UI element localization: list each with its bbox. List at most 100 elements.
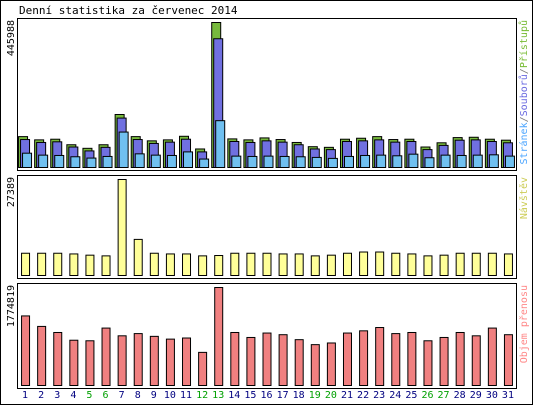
bar-Návštěv-11 [182, 253, 192, 276]
x-tick-label-31: 31 [502, 390, 514, 401]
bar-Objem přenosu-1 [21, 315, 31, 386]
bar-Objem přenosu-9 [149, 335, 159, 387]
bar-Objem přenosu-28 [455, 331, 465, 387]
bar-Návštěv-26 [423, 255, 433, 277]
bar-Objem přenosu-31 [503, 334, 513, 386]
bar-Stránek-21 [343, 155, 354, 169]
bar-Návštěv-27 [439, 254, 449, 276]
x-tick-label-29: 29 [470, 390, 482, 401]
hits-legend-part: / [519, 116, 530, 122]
hits-legend-part: Souborů [518, 74, 530, 116]
bar-Objem přenosu-14 [230, 331, 240, 387]
x-tick-label-14: 14 [228, 390, 240, 401]
bar-Objem přenosu-17 [278, 334, 288, 386]
bar-Stránek-29 [472, 154, 483, 168]
x-tick-label-25: 25 [405, 390, 417, 401]
bar-Stránek-7 [118, 131, 129, 168]
x-tick-label-1: 1 [22, 390, 28, 401]
bar-Stránek-23 [376, 154, 387, 168]
bar-Objem přenosu-26 [423, 340, 433, 387]
panel-visits: 27389 Návštěv [6, 175, 530, 279]
bar-Objem přenosu-20 [326, 342, 336, 387]
x-tick-label-28: 28 [454, 390, 466, 401]
bar-Stránek-14 [231, 155, 242, 169]
bar-Objem přenosu-19 [310, 344, 320, 386]
bar-Návštěv-18 [294, 253, 304, 276]
bar-Stránek-28 [456, 154, 467, 169]
bar-Stránek-25 [408, 153, 419, 168]
x-tick-label-15: 15 [244, 390, 256, 401]
bar-Stránek-11 [183, 151, 194, 168]
bar-Objem přenosu-3 [53, 331, 63, 387]
bar-Objem přenosu-4 [69, 339, 79, 386]
bar-Návštěv-23 [375, 251, 385, 276]
x-tick-label-18: 18 [293, 390, 305, 401]
bar-Stránek-4 [70, 156, 81, 168]
bar-Objem přenosu-30 [487, 327, 497, 387]
bar-Stránek-13 [215, 120, 226, 168]
bar-Objem přenosu-15 [246, 336, 256, 387]
bar-Návštěv-16 [262, 252, 272, 276]
bar-Návštěv-28 [455, 252, 465, 276]
bar-Návštěv-14 [230, 252, 240, 276]
bar-Stránek-27 [440, 154, 451, 168]
bar-Objem přenosu-23 [375, 327, 385, 386]
bar-Návštěv-25 [407, 253, 417, 276]
x-tick-label-6: 6 [103, 390, 109, 401]
hits-legend-part: Přístupů [518, 20, 530, 68]
bar-Návštěv-24 [391, 252, 401, 276]
x-tick-label-13: 13 [212, 390, 224, 401]
bar-Objem přenosu-25 [407, 331, 417, 387]
bar-Stránek-17 [279, 155, 290, 169]
bar-Objem přenosu-29 [471, 335, 481, 386]
x-tick-label-26: 26 [421, 390, 433, 401]
bar-Návštěv-21 [342, 252, 352, 276]
bar-Objem přenosu-6 [101, 327, 111, 387]
bar-Stránek-12 [199, 158, 210, 169]
bar-Stránek-8 [134, 153, 145, 169]
chart-title: Denní statistika za červenec 2014 [19, 4, 238, 17]
bar-Stránek-6 [102, 155, 113, 169]
bar-Objem přenosu-24 [391, 333, 401, 387]
bar-Návštěv-15 [246, 252, 256, 276]
bar-Stránek-18 [295, 156, 306, 168]
hits-ymax-label: 445988 [6, 20, 17, 56]
bar-Objem přenosu-22 [359, 330, 369, 386]
bar-Návštěv-17 [278, 253, 288, 276]
bar-Stránek-31 [504, 155, 515, 169]
bar-Objem přenosu-13 [214, 287, 224, 386]
x-tick-label-7: 7 [119, 390, 125, 401]
bar-Stránek-9 [150, 154, 161, 168]
bar-Objem přenosu-12 [198, 351, 208, 387]
x-tick-label-8: 8 [135, 390, 141, 401]
x-tick-label-16: 16 [260, 390, 272, 401]
x-tick-label-24: 24 [389, 390, 401, 401]
bar-Objem přenosu-10 [165, 338, 175, 386]
bar-Návštěv-2 [37, 252, 47, 276]
x-tick-label-4: 4 [70, 390, 76, 401]
x-tick-label-19: 19 [309, 390, 321, 401]
bar-Objem přenosu-11 [182, 337, 192, 386]
visits-ymax-label: 27389 [6, 177, 17, 207]
hits-legend-part: / [519, 68, 530, 74]
visits-legend-part: Návštěv [518, 177, 530, 219]
x-tick-label-11: 11 [180, 390, 192, 401]
bar-Objem přenosu-27 [439, 336, 449, 387]
x-tick-label-27: 27 [438, 390, 450, 401]
bar-Návštěv-7 [117, 179, 127, 276]
bar-Stránek-3 [54, 154, 65, 169]
hits-legend: Stránek/Souborů/Přístupů [518, 20, 530, 165]
x-tick-label-3: 3 [54, 390, 60, 401]
hits-legend-part: Stránek [518, 122, 530, 164]
bar-Návštěv-6 [101, 255, 111, 277]
bar-Návštěv-1 [21, 252, 31, 276]
bar-Návštěv-13 [214, 255, 224, 277]
bar-Stránek-19 [311, 156, 322, 168]
x-tick-label-21: 21 [341, 390, 353, 401]
volume-legend-part: Objem přenosu [518, 285, 530, 363]
visits-legend: Návštěv [518, 177, 530, 219]
bar-Návštěv-29 [471, 252, 481, 276]
bar-Stránek-20 [327, 157, 338, 169]
